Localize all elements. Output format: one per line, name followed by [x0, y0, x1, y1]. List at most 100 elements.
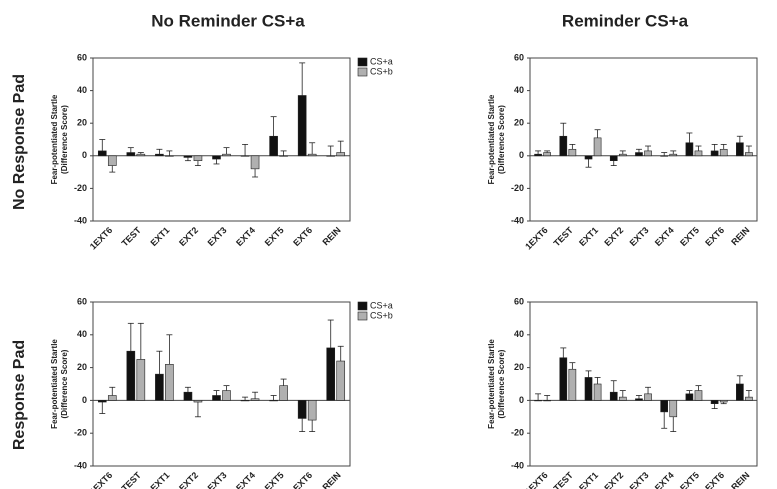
- bar: [644, 393, 652, 401]
- bar: [165, 155, 174, 157]
- y-tick-label: 60: [77, 296, 87, 306]
- y-tick-label: 40: [514, 85, 524, 95]
- bar: [336, 360, 346, 401]
- bar: [126, 350, 136, 401]
- column-title: No Reminder CS+a: [151, 11, 305, 30]
- bar: [212, 395, 221, 401]
- y-tick-label: 0: [519, 395, 524, 405]
- bar: [745, 152, 753, 157]
- bar: [307, 153, 317, 157]
- legend-label: CS+a: [370, 300, 393, 310]
- bar: [593, 137, 602, 157]
- y-tick-label: -40: [74, 215, 87, 225]
- bar: [97, 400, 107, 403]
- bar: [559, 135, 568, 157]
- x-tick-label: EXT4: [234, 225, 257, 248]
- bar: [193, 155, 203, 161]
- bar: [297, 95, 307, 157]
- x-tick-label: TEST: [120, 225, 144, 249]
- bar: [155, 153, 164, 157]
- x-tick-label: TEST: [120, 470, 144, 489]
- y-tick-label: -20: [74, 428, 87, 438]
- y-axis-label: Fear-potentiated Startle: [50, 94, 59, 184]
- plot-frame: [529, 57, 758, 222]
- legend-swatch: [357, 67, 368, 77]
- x-tick-label: REIN: [729, 225, 751, 247]
- plot-frame: [92, 301, 351, 467]
- bar: [97, 150, 107, 157]
- bar: [250, 398, 260, 401]
- bar: [222, 390, 231, 401]
- y-tick-label: 20: [514, 118, 524, 128]
- y-axis-label: (Difference Score): [497, 105, 506, 174]
- x-tick-label: EXT3: [206, 225, 229, 248]
- bar: [543, 152, 551, 157]
- column-title: Reminder CS+a: [562, 11, 689, 30]
- y-tick-label: -20: [511, 428, 524, 438]
- y-tick-label: 60: [514, 296, 524, 306]
- y-tick-label: 20: [514, 362, 524, 372]
- bar: [326, 155, 336, 157]
- bar: [660, 400, 669, 413]
- y-tick-label: 20: [77, 362, 87, 372]
- bar: [326, 347, 336, 401]
- x-tick-label: EXT5: [678, 470, 701, 489]
- y-tick-label: -40: [511, 215, 524, 225]
- bar: [336, 152, 346, 157]
- y-axis-label: (Difference Score): [60, 349, 69, 418]
- legend-label: CS+b: [370, 310, 393, 320]
- x-tick-label: 1EXT6: [88, 225, 115, 252]
- y-axis-label: (Difference Score): [60, 105, 69, 174]
- row-label: Response Pad: [11, 340, 28, 450]
- bar: [584, 377, 593, 401]
- x-tick-label: REIN: [729, 470, 751, 489]
- x-tick-label: EXT6: [703, 225, 726, 248]
- x-tick-label: EXT6: [291, 225, 314, 248]
- bar: [183, 391, 193, 401]
- bar: [609, 391, 618, 401]
- plot-frame: [92, 57, 351, 222]
- legend-label: CS+b: [370, 66, 393, 76]
- x-tick-label: EXT1: [148, 470, 171, 489]
- bar: [710, 400, 719, 404]
- legend-swatch: [357, 311, 368, 321]
- legend-label: CS+a: [370, 56, 393, 66]
- row-label: No Response Pad: [11, 74, 28, 210]
- bar: [710, 150, 719, 157]
- x-tick-label: EXT4: [234, 470, 257, 489]
- x-tick-label: TEST: [552, 225, 576, 249]
- bar: [736, 383, 744, 401]
- bar: [685, 142, 694, 157]
- y-tick-label: 0: [82, 395, 87, 405]
- bar: [719, 148, 728, 157]
- bar: [719, 400, 728, 403]
- bar: [212, 155, 221, 160]
- y-tick-label: -20: [74, 183, 87, 193]
- y-tick-label: 0: [519, 150, 524, 160]
- x-tick-label: EXT2: [602, 225, 625, 248]
- bar: [635, 152, 643, 157]
- y-tick-label: -40: [511, 460, 524, 470]
- bar: [694, 390, 703, 401]
- y-tick-label: -20: [511, 183, 524, 193]
- bar: [568, 368, 577, 401]
- x-tick-label: EXT5: [263, 225, 286, 248]
- bar: [745, 396, 753, 401]
- bar: [279, 385, 288, 401]
- y-axis-label: (Difference Score): [497, 349, 506, 418]
- bar: [250, 155, 260, 170]
- bar: [534, 400, 542, 402]
- x-tick-label: EXT3: [628, 225, 651, 248]
- bar: [635, 398, 643, 401]
- bar: [618, 396, 627, 401]
- y-tick-label: 60: [77, 52, 87, 62]
- bar: [584, 155, 593, 160]
- x-tick-label: EXT2: [177, 470, 200, 489]
- bar: [593, 383, 602, 401]
- legend-swatch: [357, 301, 368, 311]
- x-tick-label: EXT3: [206, 470, 229, 489]
- bar: [107, 395, 117, 401]
- bar: [534, 153, 542, 157]
- x-tick-label: EXT2: [177, 225, 200, 248]
